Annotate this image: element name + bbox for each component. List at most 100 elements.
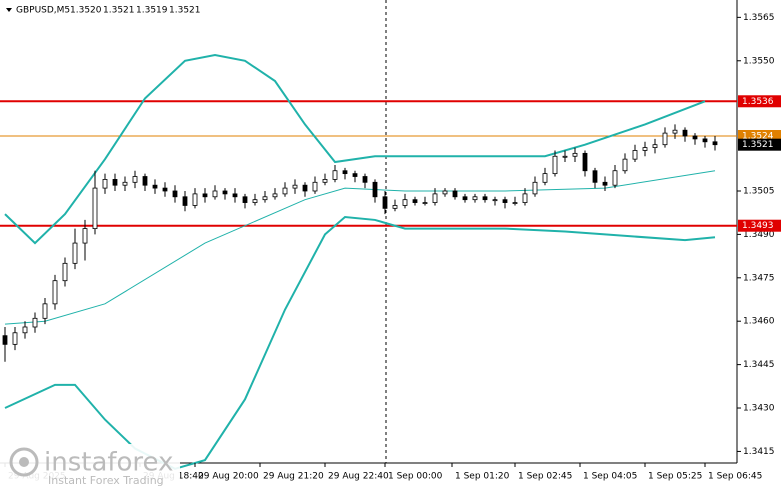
symbol: GBPUSD,M5 [16,6,70,16]
candle-body [392,205,398,209]
header-high: 1.3521 [103,6,135,16]
x-tick-label: 1 Sep 00:00 [388,472,443,482]
candle-body [62,262,68,282]
candle-body [642,147,648,151]
x-tick-label: 1 Sep 02:45 [518,472,572,482]
candle-body [522,193,528,203]
y-tick-label: 1.3475 [743,273,775,283]
candle-body [102,179,108,189]
candle-body [332,170,338,180]
header-close: 1.3521 [169,6,201,16]
candle-body [702,138,708,143]
candle-body [132,176,138,183]
header-low: 1.3519 [136,6,168,16]
candle-body [112,179,118,186]
candle-body [602,181,608,186]
candle-body [242,196,248,203]
candle-body [532,181,538,195]
candle-body [22,326,28,334]
candle-body [712,141,718,146]
candle-body [342,170,348,175]
candle-body [672,129,678,134]
y-tick-label: 1.3565 [743,13,775,23]
x-tick-label: 1 Sep 05:25 [648,472,702,482]
candle-body [582,152,588,172]
candle-body [142,176,148,186]
candle-body [382,196,388,209]
candle-body [612,170,618,186]
level-label-box [738,219,781,232]
candle-body [232,193,238,198]
candle-body [362,176,368,183]
candle-body [202,193,208,198]
candle-body [622,158,628,172]
candle-body [272,193,278,198]
y-tick-label: 1.3430 [743,404,775,414]
header-arrow [6,8,12,12]
candle-body [42,303,48,319]
last-price-label: 1.3521 [742,140,774,150]
candle-body [592,170,598,183]
indicator-band [4,170,716,325]
y-tick-label: 1.3490 [743,230,775,240]
candle-body [322,179,328,183]
logo-tagline: Instant Forex Trading [48,474,164,487]
candle-body [682,129,688,137]
x-tick-label: 29 Aug 20:00 [198,472,259,482]
candle-body [562,155,568,158]
candle-body [32,317,38,328]
candle-body [92,187,98,230]
candle-body [262,196,268,201]
candle-body [72,242,78,264]
candle-body [172,190,178,198]
candle-body [552,155,558,175]
candle-body [632,150,638,160]
candle-body [162,187,168,192]
candle-body [472,196,478,201]
candle-body [652,144,658,148]
candle-body [282,187,288,195]
candle-body [442,190,448,195]
candle-body [662,132,668,146]
candle-body [372,181,378,198]
y-tick-label: 1.3415 [743,447,775,457]
header-open: 1.3520 [70,6,102,16]
x-tick-label: 1 Sep 01:20 [455,472,510,482]
plot-area [0,53,737,470]
candle-body [482,196,488,201]
x-tick-label: 29 Aug 22:40 [328,472,389,482]
candle-body [492,199,498,202]
candle-body [312,181,318,192]
y-tick-label: 1.3505 [743,186,775,196]
candle-body [212,190,218,198]
y-tick-label: 1.3445 [743,360,775,370]
candle-body [12,332,18,345]
logo: instaforex Instant Forex Trading [0,444,180,489]
candle-body [432,193,438,203]
candle-body [82,228,88,244]
x-tick-label: 1 Sep 04:05 [583,472,637,482]
candle-body [222,190,228,195]
level-label: 1.3493 [742,221,774,231]
candle-body [2,335,8,345]
level-label: 1.3536 [742,97,774,107]
candle-body [182,196,188,206]
candle-body [412,199,418,203]
y-tick-label: 1.3550 [743,56,775,66]
logo-icon [9,447,39,477]
logo-brand: instaforex [44,448,173,478]
candle-body [462,196,468,201]
candle-body [352,173,358,177]
level-label: 1.3524 [742,132,774,142]
candle-body [542,173,548,183]
y-tick-label: 1.3460 [743,317,775,327]
x-tick-label: 29 Aug 21:20 [263,472,324,482]
last-price-box [738,138,781,151]
candle-body [302,184,308,192]
candle-body [512,202,518,204]
candle-body [252,199,258,203]
candle-body [122,181,128,186]
logo-icon-core [19,457,29,467]
